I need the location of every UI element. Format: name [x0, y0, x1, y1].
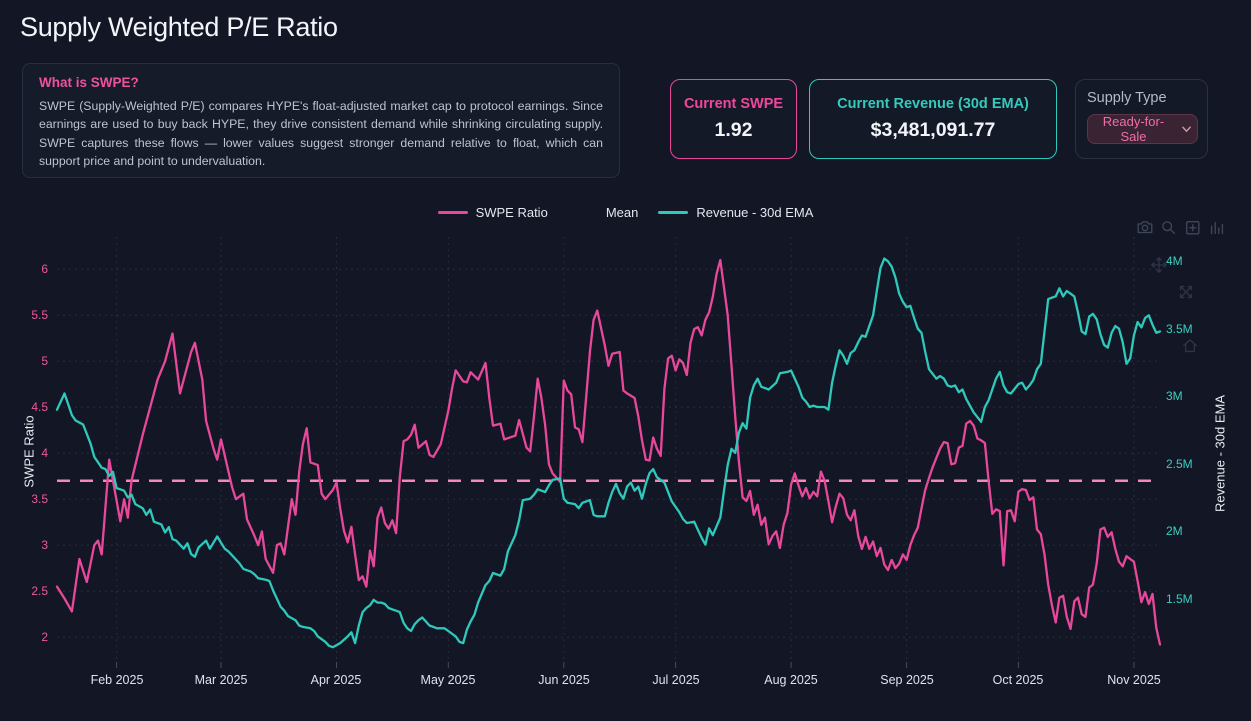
legend-swatch	[658, 211, 689, 214]
y-right-tick-label: 1.5M	[1166, 592, 1193, 606]
x-tick-label: Oct 2025	[992, 673, 1044, 687]
info-box: What is SWPE? SWPE (Supply-Weighted P/E)…	[22, 63, 620, 178]
legend-item-revenue-30d-ema[interactable]: Revenue - 30d EMA	[658, 205, 813, 220]
chart-svg	[55, 237, 1162, 668]
revenue-30d-ema-line	[55, 257, 1162, 649]
y-right-tick-label: 2.5M	[1166, 457, 1193, 471]
current-revenue-label: Current Revenue (30d EMA)	[837, 96, 1029, 112]
current-swpe-label: Current SWPE	[683, 96, 784, 112]
current-revenue-value: $3,481,091.77	[870, 119, 996, 141]
x-tick-label: Feb 2025	[90, 673, 144, 687]
supply-type-card: Supply Type Ready-for-Sale	[1075, 79, 1208, 159]
supply-type-dropdown[interactable]: Ready-for-Sale	[1087, 114, 1198, 144]
y-left-tick-label: 2	[41, 630, 48, 644]
current-swpe-value: 1.92	[714, 119, 753, 141]
legend-label: SWPE Ratio	[475, 205, 548, 220]
info-heading: What is SWPE?	[39, 75, 139, 90]
swpe-ratio-line	[55, 258, 1162, 646]
x-tick-label: Sep 2025	[880, 673, 934, 687]
y-left-tick-label: 3	[41, 538, 48, 552]
legend-label: Mean	[605, 205, 639, 220]
x-tick-label: Apr 2025	[310, 673, 362, 687]
y-left-tick-label: 2.5	[31, 584, 48, 598]
current-swpe-card: Current SWPE 1.92	[670, 79, 797, 159]
x-tick-label: May 2025	[420, 673, 476, 687]
x-tick-label: Jun 2025	[538, 673, 590, 687]
pan-icon[interactable]	[1150, 256, 1168, 274]
current-revenue-card: Current Revenue (30d EMA) $3,481,091.77	[809, 79, 1057, 159]
y-left-tick-label: 3.5	[31, 492, 48, 506]
y-right-tick-label: 4M	[1166, 254, 1183, 268]
page-title: Supply Weighted P/E Ratio	[20, 12, 338, 42]
x-tick-label: Nov 2025	[1107, 673, 1161, 687]
autoscale-icon[interactable]	[1177, 283, 1195, 301]
y-left-tick-label: 5.5	[31, 308, 48, 322]
legend-swatch	[437, 211, 468, 214]
x-tick-label: Aug 2025	[764, 673, 818, 687]
chart-plot-area[interactable]	[55, 237, 1162, 668]
y-left-axis-title: SWPE Ratio	[21, 415, 37, 488]
supply-type-selected: Ready-for-Sale	[1102, 114, 1165, 144]
chart-modebar	[1136, 219, 1226, 237]
legend-label: Revenue - 30d EMA	[696, 205, 814, 220]
home-icon[interactable]	[1181, 337, 1199, 355]
zoom-in-icon[interactable]	[1184, 219, 1202, 237]
x-tick-label: Jul 2025	[652, 673, 700, 687]
camera-icon[interactable]	[1136, 219, 1154, 237]
y-left-tick-label: 4	[41, 446, 48, 460]
supply-type-label: Supply Type	[1087, 90, 1167, 106]
y-right-tick-label: 2M	[1166, 524, 1183, 538]
y-left-tick-label: 6	[41, 262, 48, 276]
y-right-tick-label: 3.5M	[1166, 322, 1193, 336]
chevron-down-icon	[1182, 126, 1191, 132]
legend-item-swpe-ratio[interactable]: SWPE Ratio	[437, 205, 548, 220]
info-body: SWPE (Supply-Weighted P/E) compares HYPE…	[39, 99, 603, 169]
legend-item-mean[interactable]: Mean	[568, 205, 639, 220]
chart-legend: SWPE Ratio Mean Revenue - 30d EMA	[0, 205, 1251, 220]
y-right-axis-title: Revenue - 30d EMA	[1212, 394, 1228, 513]
legend-swatch	[568, 211, 598, 214]
x-tick-label: Mar 2025	[194, 673, 248, 687]
y-left-tick-label: 4.5	[31, 400, 48, 414]
y-left-tick-label: 5	[41, 354, 48, 368]
zoom-icon[interactable]	[1160, 219, 1178, 237]
columns-icon[interactable]	[1208, 219, 1226, 237]
y-right-tick-label: 3M	[1166, 389, 1183, 403]
